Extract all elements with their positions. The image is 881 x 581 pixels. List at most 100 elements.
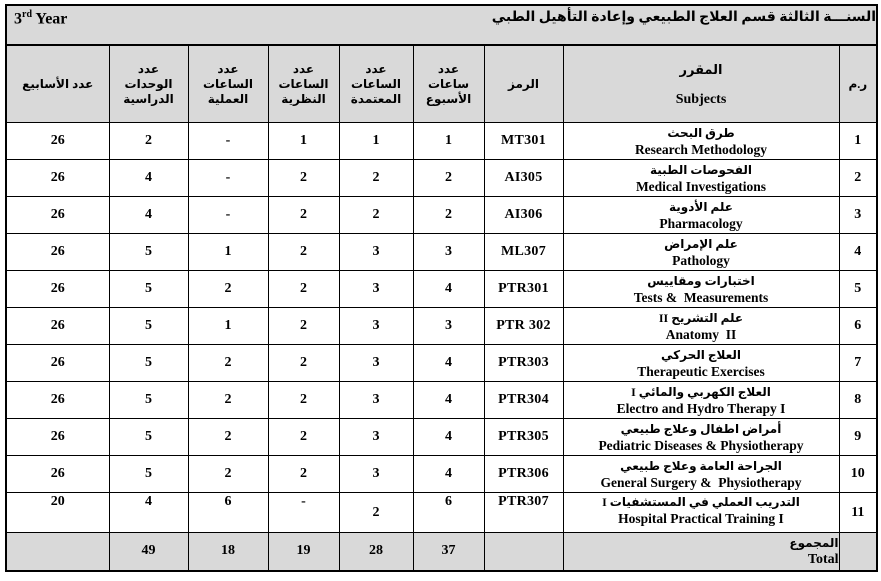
subject-english: Medical Investigations bbox=[635, 178, 767, 194]
header-subjects-arabic: المقرر bbox=[679, 61, 723, 77]
table-row: 26 5 2 2 3 4 PTR305 أمراض اطفال وعلاج طب… bbox=[5, 418, 878, 456]
table-body: 26 2 - 1 1 1 MT301 طرق البحث Research Me… bbox=[5, 122, 878, 533]
cell-code: PTR304 bbox=[483, 381, 564, 419]
cell-code: PTR303 bbox=[483, 344, 564, 382]
cell-practical-hours: 1 bbox=[187, 233, 269, 271]
cell-practical-hours: - bbox=[187, 159, 269, 197]
total-row: 49 18 19 28 37 المجموع Total bbox=[5, 532, 878, 571]
subject-english: Anatomy II bbox=[665, 326, 737, 342]
subject-arabic: الفحوصات الطبية bbox=[650, 162, 752, 177]
cell-practical-hours: 2 bbox=[187, 381, 269, 419]
subject-arabic: علم الإمراض bbox=[664, 236, 738, 251]
cell-theoretical-hours: - bbox=[267, 492, 340, 533]
cell-units: 5 bbox=[108, 233, 189, 271]
cell-weeks: 26 bbox=[5, 381, 110, 419]
cell-row-number: 11 bbox=[838, 492, 878, 533]
cell-week-hours: 4 bbox=[412, 455, 485, 493]
cell-subject: اختبارات ومقاييس Tests & Measurements bbox=[562, 270, 840, 308]
cell-row-number: 2 bbox=[838, 159, 878, 197]
cell-code: MT301 bbox=[483, 122, 564, 160]
total-row-number bbox=[838, 532, 878, 571]
cell-practical-hours: 2 bbox=[187, 270, 269, 308]
cell-credit-hours: 2 bbox=[338, 492, 414, 533]
cell-weeks: 26 bbox=[5, 344, 110, 382]
year-ordinal-suffix: rd bbox=[22, 9, 32, 20]
cell-weeks: 26 bbox=[5, 418, 110, 456]
cell-units: 4 bbox=[108, 492, 189, 533]
header-week-hours: عدد ساعات الأسبوع bbox=[412, 44, 485, 123]
table-row: 26 5 1 2 3 3 ML307 علم الإمراض Pathology… bbox=[5, 233, 878, 271]
table-row: 26 5 2 2 3 4 PTR304 العلاج الكهربي والما… bbox=[5, 381, 878, 419]
cell-row-number: 3 bbox=[838, 196, 878, 234]
total-label-arabic: المجموع bbox=[789, 535, 839, 550]
year-word: Year bbox=[32, 10, 68, 28]
subject-english: Research Methodology bbox=[634, 141, 768, 157]
header-units: عدد الوحدات الدراسية bbox=[108, 44, 189, 123]
cell-practical-hours: 2 bbox=[187, 344, 269, 382]
header-weeks: عدد الأسابيع bbox=[5, 44, 110, 123]
cell-week-hours: 4 bbox=[412, 270, 485, 308]
cell-credit-hours: 3 bbox=[338, 344, 414, 382]
cell-subject: أمراض اطفال وعلاج طبيعي Pediatric Diseas… bbox=[562, 418, 840, 456]
title-band-cell: 3rd Year السنـــة الثالثة قسم العلاج الط… bbox=[5, 4, 878, 46]
total-theoretical-hours: 19 bbox=[267, 532, 340, 571]
subject-arabic: الجراحة العامة وعلاج طبيعي bbox=[620, 458, 782, 473]
total-label-cell: المجموع Total bbox=[562, 532, 840, 571]
cell-units: 4 bbox=[108, 159, 189, 197]
subject-english: Hospital Practical Training I bbox=[618, 511, 784, 526]
header-subjects: المقرر Subjects bbox=[562, 44, 840, 123]
cell-practical-hours: - bbox=[187, 196, 269, 234]
total-code bbox=[483, 532, 564, 571]
cell-credit-hours: 3 bbox=[338, 233, 414, 271]
subject-english: Pathology bbox=[672, 252, 730, 268]
cell-practical-hours: 6 bbox=[187, 492, 269, 533]
cell-code: AI305 bbox=[483, 159, 564, 197]
header-row-number: ر.م bbox=[838, 44, 878, 123]
header-subjects-english: Subjects bbox=[675, 91, 727, 107]
header-code: الرمز bbox=[483, 44, 564, 123]
cell-weeks: 26 bbox=[5, 233, 110, 271]
cell-credit-hours: 2 bbox=[338, 159, 414, 197]
cell-week-hours: 3 bbox=[412, 307, 485, 345]
cell-week-hours: 2 bbox=[412, 196, 485, 234]
cell-units: 5 bbox=[108, 307, 189, 345]
cell-row-number: 5 bbox=[838, 270, 878, 308]
cell-units: 5 bbox=[108, 344, 189, 382]
department-title: السنـــة الثالثة قسم العلاج الطبيعي وإعا… bbox=[491, 10, 877, 25]
cell-row-number: 8 bbox=[838, 381, 878, 419]
cell-weeks: 26 bbox=[5, 270, 110, 308]
cell-theoretical-hours: 2 bbox=[267, 270, 340, 308]
cell-theoretical-hours: 2 bbox=[267, 233, 340, 271]
cell-weeks: 26 bbox=[5, 196, 110, 234]
subject-english: Tests & Measurements bbox=[633, 289, 769, 305]
cell-credit-hours: 2 bbox=[338, 196, 414, 234]
subject-arabic: علم التشريح II bbox=[658, 310, 744, 325]
cell-week-hours: 4 bbox=[412, 344, 485, 382]
cell-code: PTR307 bbox=[483, 492, 564, 533]
total-practical-hours: 18 bbox=[187, 532, 269, 571]
cell-weeks: 26 bbox=[5, 122, 110, 160]
table-row: 26 4 - 2 2 2 AI306 علم الأدوية Pharmacol… bbox=[5, 196, 878, 234]
cell-credit-hours: 3 bbox=[338, 270, 414, 308]
cell-week-hours: 2 bbox=[412, 159, 485, 197]
cell-weeks: 26 bbox=[5, 159, 110, 197]
header-credit-hours: عدد الساعات المعتمدة bbox=[338, 44, 414, 123]
cell-code: PTR305 bbox=[483, 418, 564, 456]
cell-row-number: 9 bbox=[838, 418, 878, 456]
cell-code: AI306 bbox=[483, 196, 564, 234]
subject-arabic: العلاج الكهربي والمائي I bbox=[631, 384, 771, 399]
cell-credit-hours: 3 bbox=[338, 418, 414, 456]
cell-row-number: 6 bbox=[838, 307, 878, 345]
cell-subject: علم الإمراض Pathology bbox=[562, 233, 840, 271]
cell-units: 2 bbox=[108, 122, 189, 160]
cell-theoretical-hours: 2 bbox=[267, 418, 340, 456]
cell-credit-hours: 3 bbox=[338, 381, 414, 419]
cell-code: PTR 302 bbox=[483, 307, 564, 345]
cell-credit-hours: 1 bbox=[338, 122, 414, 160]
cell-row-number: 10 bbox=[838, 455, 878, 493]
cell-subject: علم التشريح II Anatomy II bbox=[562, 307, 840, 345]
header-practical-hours: عدد الساعات العملية bbox=[187, 44, 269, 123]
cell-units: 5 bbox=[108, 418, 189, 456]
subject-arabic: التدريب العملي في المستشفيات I bbox=[602, 495, 800, 509]
